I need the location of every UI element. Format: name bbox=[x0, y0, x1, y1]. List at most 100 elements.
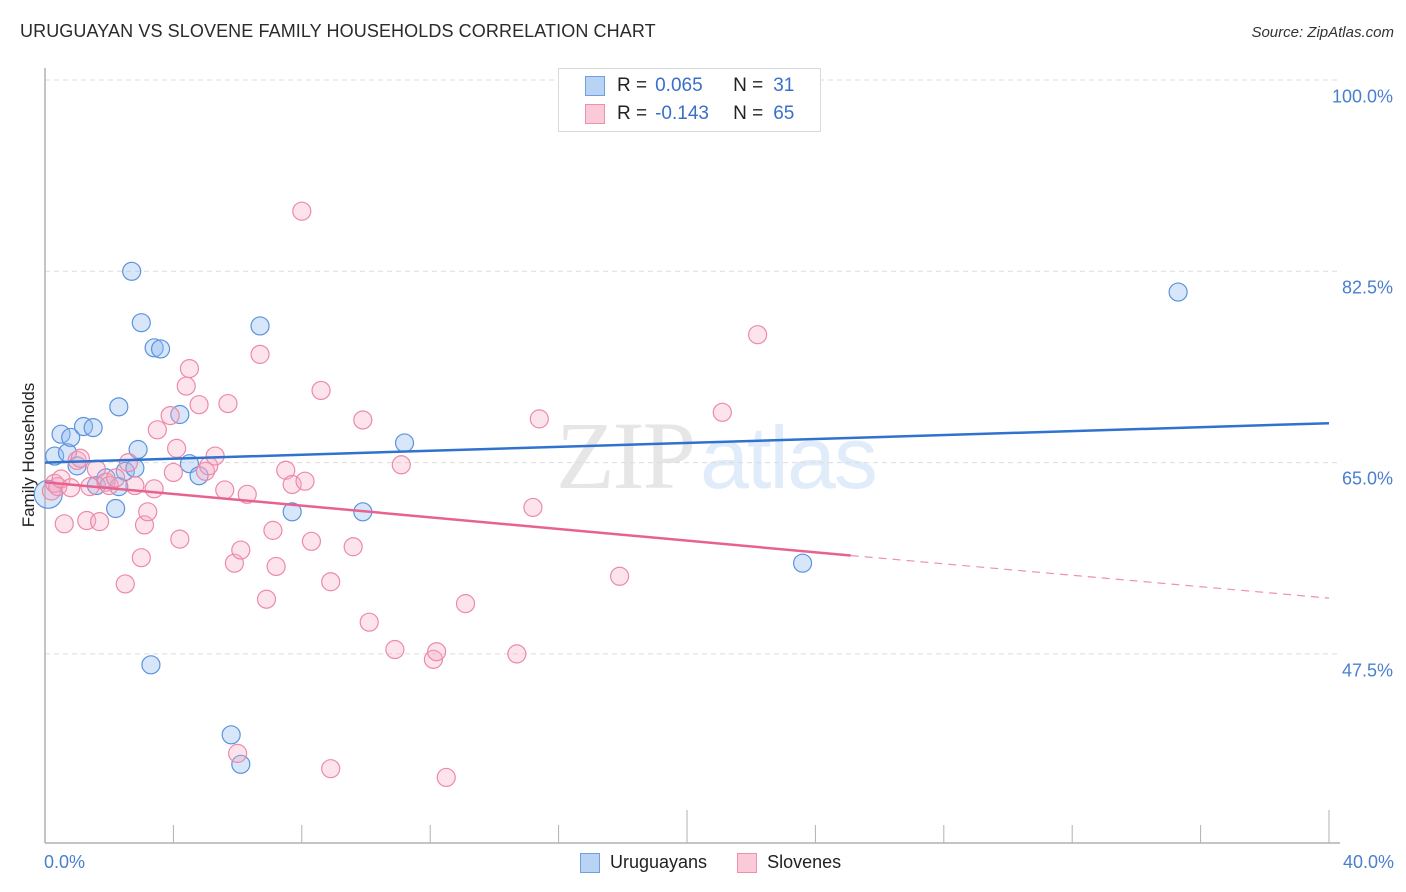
x-tick-40: 40.0% bbox=[1342, 852, 1394, 872]
legend-item-slovenes[interactable]: Slovenes bbox=[737, 852, 841, 873]
uruguayan-point[interactable] bbox=[83, 418, 103, 438]
slovene-point[interactable] bbox=[54, 514, 74, 534]
uruguayan-point[interactable] bbox=[144, 338, 164, 358]
slovene-point[interactable] bbox=[266, 556, 286, 577]
slovene-point[interactable] bbox=[353, 410, 373, 430]
uruguayan-point[interactable] bbox=[1168, 282, 1188, 302]
slovene-point[interactable] bbox=[163, 462, 183, 483]
legend-label: Slovenes bbox=[767, 852, 842, 872]
legend-row-slovenes: R = -0.143 N = 65 bbox=[585, 102, 794, 126]
slovene-point[interactable] bbox=[228, 743, 248, 763]
y-tick-47-5: 47.5% bbox=[1341, 660, 1393, 681]
uruguayan-point[interactable] bbox=[73, 416, 94, 437]
correlation-legend: R = 0.065 N = 31 R = -0.143 N = 65 bbox=[558, 68, 821, 132]
n-value: 65 bbox=[773, 103, 795, 124]
slovene-point[interactable] bbox=[195, 461, 216, 481]
slovene-point[interactable] bbox=[295, 471, 315, 491]
r-value: -0.143 bbox=[655, 103, 709, 124]
slovene-point[interactable] bbox=[176, 376, 196, 396]
slovene-point[interactable] bbox=[609, 566, 630, 586]
slovene-point[interactable] bbox=[321, 759, 341, 779]
slovene-point[interactable] bbox=[276, 460, 296, 480]
series-legend: Uruguayans Slovenes bbox=[580, 852, 871, 873]
chart-title: URUGUAYAN VS SLOVENE FAMILY HOUSEHOLDS C… bbox=[20, 21, 656, 41]
slovene-point[interactable] bbox=[455, 594, 476, 614]
slovenes-points bbox=[41, 201, 768, 788]
slovene-point[interactable] bbox=[144, 479, 164, 499]
uruguayans-points bbox=[33, 261, 1188, 774]
trend-lines bbox=[44, 421, 1330, 599]
slovene-point[interactable] bbox=[138, 502, 158, 522]
slovene-point[interactable] bbox=[218, 393, 238, 414]
slovene-point[interactable] bbox=[237, 484, 257, 504]
uruguayan-point[interactable] bbox=[109, 397, 129, 417]
slovene-point[interactable] bbox=[215, 480, 235, 500]
legend-swatch-blue bbox=[580, 852, 600, 873]
slovene-point[interactable] bbox=[391, 455, 411, 475]
uruguayan-point[interactable] bbox=[106, 498, 126, 519]
y-tick-82-5: 82.5% bbox=[1341, 277, 1393, 298]
slovene-point[interactable] bbox=[311, 380, 331, 401]
uruguayan-point[interactable] bbox=[61, 427, 81, 448]
uruguayan-point[interactable] bbox=[131, 313, 151, 333]
slovene-point[interactable] bbox=[263, 520, 283, 540]
slovene-point[interactable] bbox=[115, 574, 135, 594]
r-value: 0.065 bbox=[655, 75, 703, 96]
uruguayan-point[interactable] bbox=[231, 754, 251, 774]
slovene-point[interactable] bbox=[189, 395, 209, 415]
legend-swatch-pink bbox=[737, 852, 758, 873]
legend-row-uruguayans: R = 0.065 N = 31 bbox=[585, 74, 794, 98]
uruguayan-point[interactable] bbox=[150, 339, 171, 359]
slovene-point[interactable] bbox=[301, 531, 322, 551]
slovene-point[interactable] bbox=[385, 639, 405, 660]
slovene-point[interactable] bbox=[70, 448, 90, 468]
legend-swatch-blue bbox=[585, 76, 605, 96]
slovene-point[interactable] bbox=[427, 642, 447, 662]
slovene-point[interactable] bbox=[529, 409, 549, 429]
uruguayans-trend-line bbox=[44, 421, 1330, 464]
slovenes-trend-line bbox=[44, 481, 851, 557]
slovene-point[interactable] bbox=[170, 529, 190, 549]
slovene-point[interactable] bbox=[250, 344, 270, 364]
slovene-point[interactable] bbox=[106, 468, 126, 488]
uruguayan-point[interactable] bbox=[250, 316, 270, 336]
slovene-point[interactable] bbox=[179, 358, 200, 379]
y-axis-label: Family Households bbox=[19, 382, 38, 528]
slovene-point[interactable] bbox=[118, 453, 139, 473]
slovene-point[interactable] bbox=[523, 497, 543, 518]
slovenes-trend-extension bbox=[850, 554, 1330, 599]
uruguayan-point[interactable] bbox=[282, 502, 302, 522]
slovene-point[interactable] bbox=[99, 475, 119, 496]
slovene-point[interactable] bbox=[748, 325, 768, 345]
slovene-point[interactable] bbox=[167, 438, 187, 458]
slovene-point[interactable] bbox=[359, 612, 379, 632]
source-label: Source: ZipAtlas.com bbox=[1251, 24, 1394, 41]
uruguayan-point[interactable] bbox=[128, 439, 148, 460]
y-tick-100: 100.0% bbox=[1331, 86, 1393, 107]
uruguayan-point[interactable] bbox=[141, 655, 161, 675]
slovene-point[interactable] bbox=[147, 420, 167, 440]
slovene-point[interactable] bbox=[321, 572, 341, 592]
uruguayan-point[interactable] bbox=[221, 725, 241, 745]
slovene-point[interactable] bbox=[160, 405, 180, 426]
slovene-point[interactable] bbox=[292, 201, 312, 221]
slovene-point[interactable] bbox=[61, 478, 81, 498]
slovene-point[interactable] bbox=[507, 644, 527, 664]
x-tick-0: 0.0% bbox=[44, 852, 86, 872]
slovene-point[interactable] bbox=[131, 548, 151, 568]
uruguayan-point[interactable] bbox=[792, 553, 813, 573]
slovene-point[interactable] bbox=[89, 512, 110, 532]
slovene-point[interactable] bbox=[712, 402, 732, 422]
slovene-point[interactable] bbox=[343, 537, 363, 557]
n-value: 31 bbox=[773, 75, 795, 96]
slovene-point[interactable] bbox=[231, 540, 251, 560]
legend-item-uruguayans[interactable]: Uruguayans bbox=[580, 852, 707, 873]
uruguayan-point[interactable] bbox=[394, 433, 415, 453]
slovene-point[interactable] bbox=[256, 589, 277, 609]
y-tick-65: 65.0% bbox=[1341, 468, 1393, 489]
uruguayan-point[interactable] bbox=[170, 404, 190, 425]
slovene-point[interactable] bbox=[436, 767, 456, 788]
uruguayan-point[interactable] bbox=[122, 261, 142, 281]
r-label: R = bbox=[617, 103, 648, 124]
